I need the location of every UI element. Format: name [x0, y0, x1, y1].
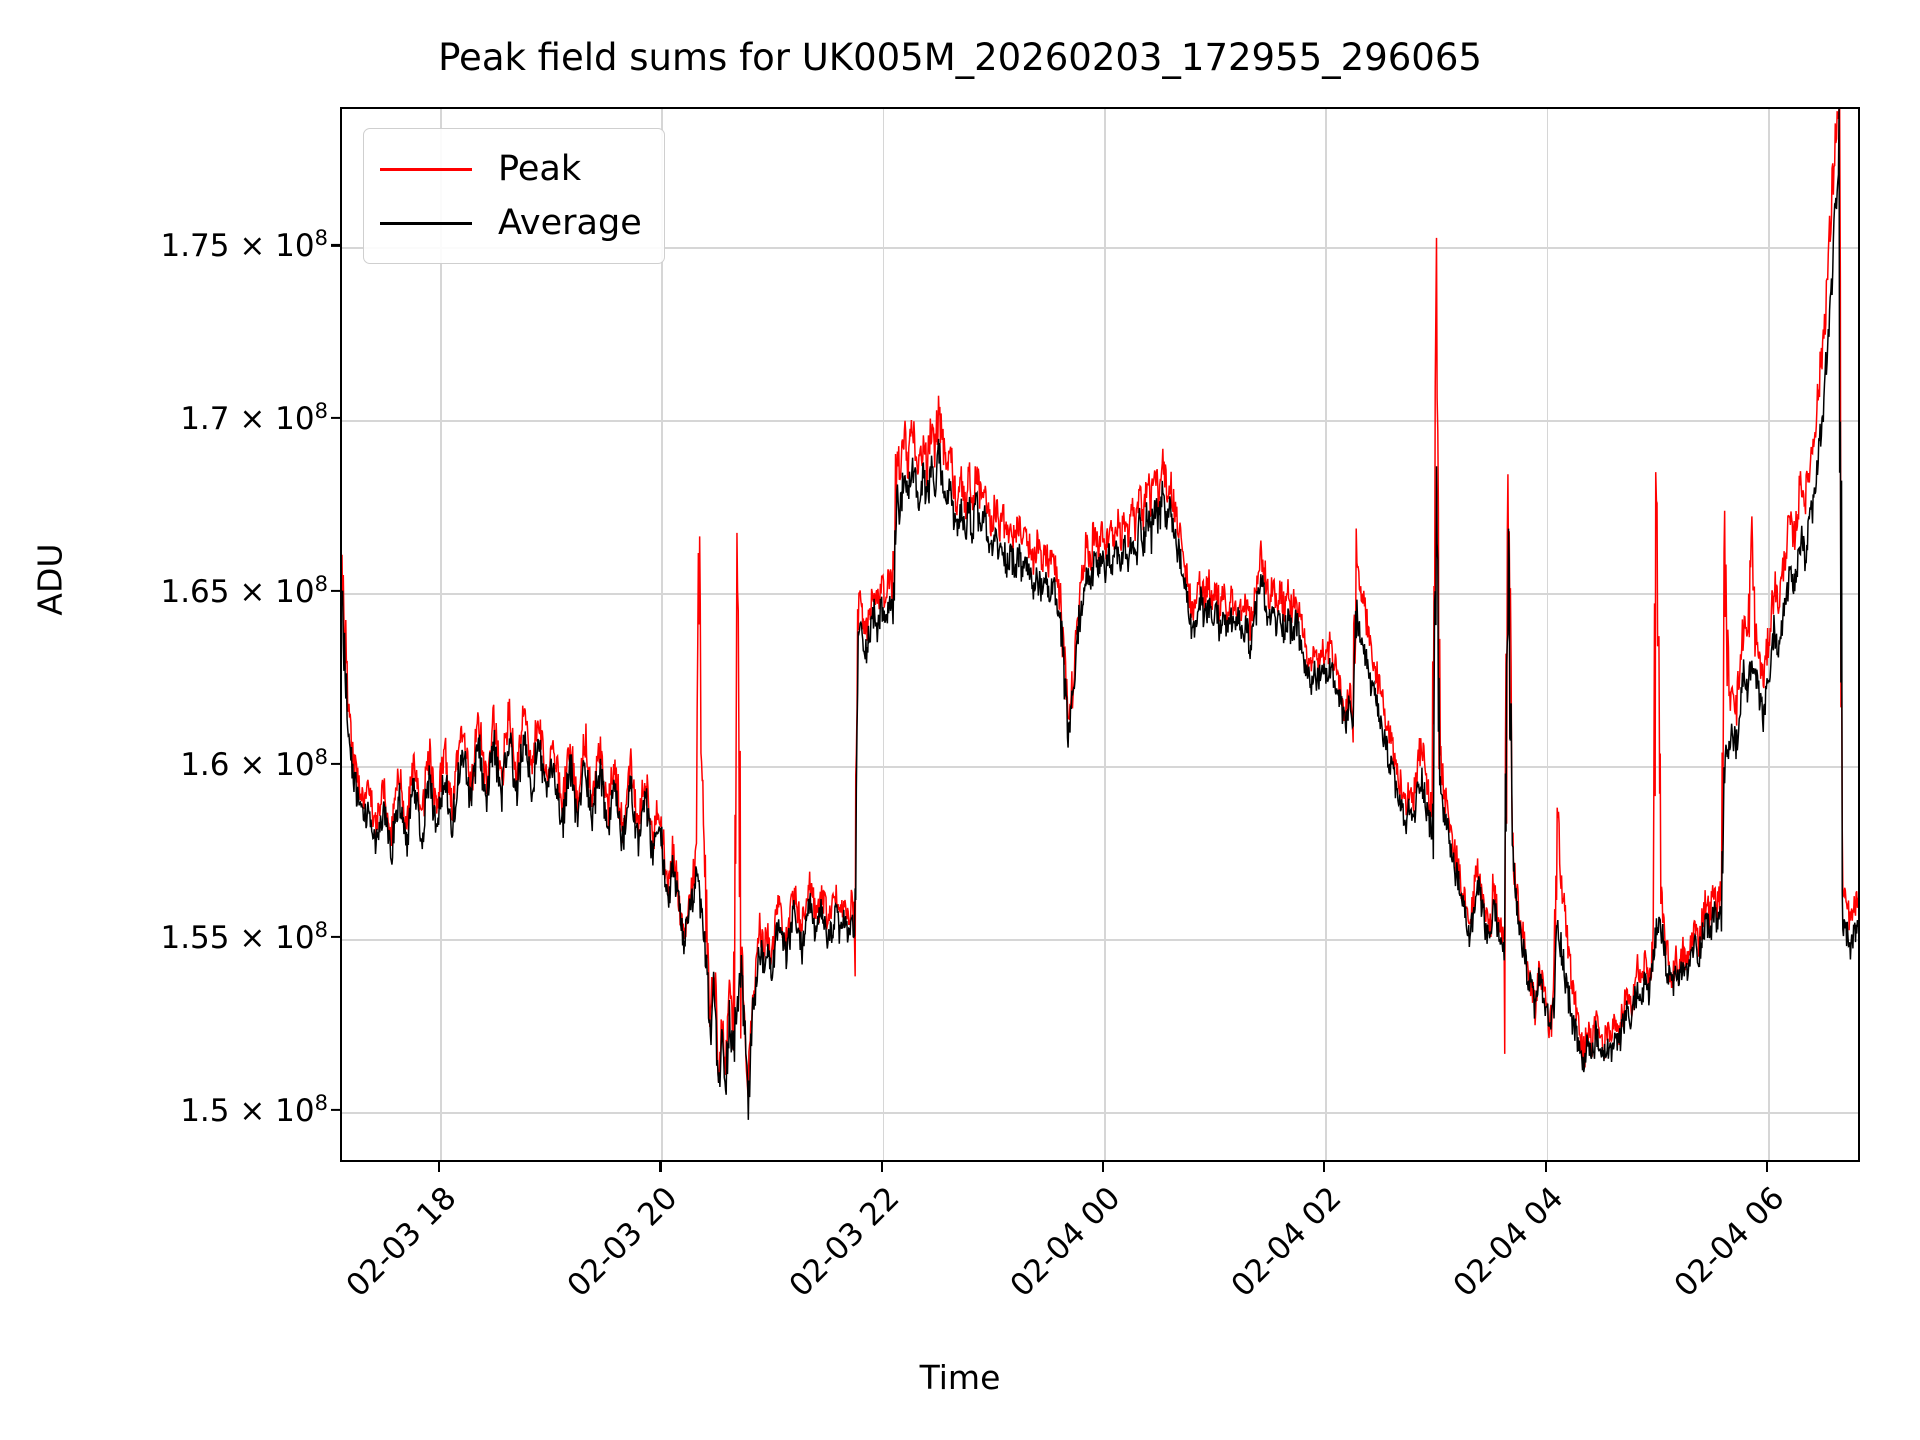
x-tick-mark: [1323, 1162, 1326, 1172]
chart-legend: Peak Average: [363, 128, 665, 264]
x-tick-mark: [1765, 1162, 1769, 1172]
y-tick-mark: [331, 763, 340, 766]
legend-swatch-average: [380, 221, 472, 225]
y-tick-label: 1.5 × 108: [180, 1090, 328, 1130]
plot-area: [340, 107, 1860, 1162]
series-line-average: [342, 109, 1858, 1120]
y-tick-label: 1.7 × 108: [180, 399, 328, 438]
legend-label: Average: [498, 202, 642, 243]
legend-swatch-peak: [380, 167, 472, 171]
y-tick-mark: [331, 1109, 340, 1112]
y-tick-label: 1.55 × 108: [160, 917, 328, 957]
x-tick-mark: [880, 1162, 883, 1172]
legend-item-average[interactable]: Average: [380, 196, 642, 250]
x-tick-mark: [1544, 1162, 1547, 1172]
page-title: Peak field sums for UK005M_20260203_1729…: [438, 36, 1482, 79]
x-axis-label: Time: [919, 1358, 1001, 1397]
legend-label: Peak: [498, 148, 582, 189]
x-tick-mark: [659, 1162, 662, 1172]
x-tick-mark: [1101, 1162, 1105, 1172]
y-tick-label: 1.65 × 108: [160, 572, 328, 611]
y-tick-mark: [331, 590, 340, 593]
data-lines: [342, 109, 1858, 1160]
y-tick-label: 1.75 × 108: [160, 226, 328, 265]
y-tick-mark: [331, 244, 340, 247]
y-tick-label: 1.6 × 108: [180, 745, 328, 784]
y-tick-mark: [331, 936, 340, 939]
y-tick-mark: [331, 417, 340, 420]
legend-item-peak[interactable]: Peak: [380, 142, 642, 196]
x-tick-mark: [438, 1162, 441, 1172]
